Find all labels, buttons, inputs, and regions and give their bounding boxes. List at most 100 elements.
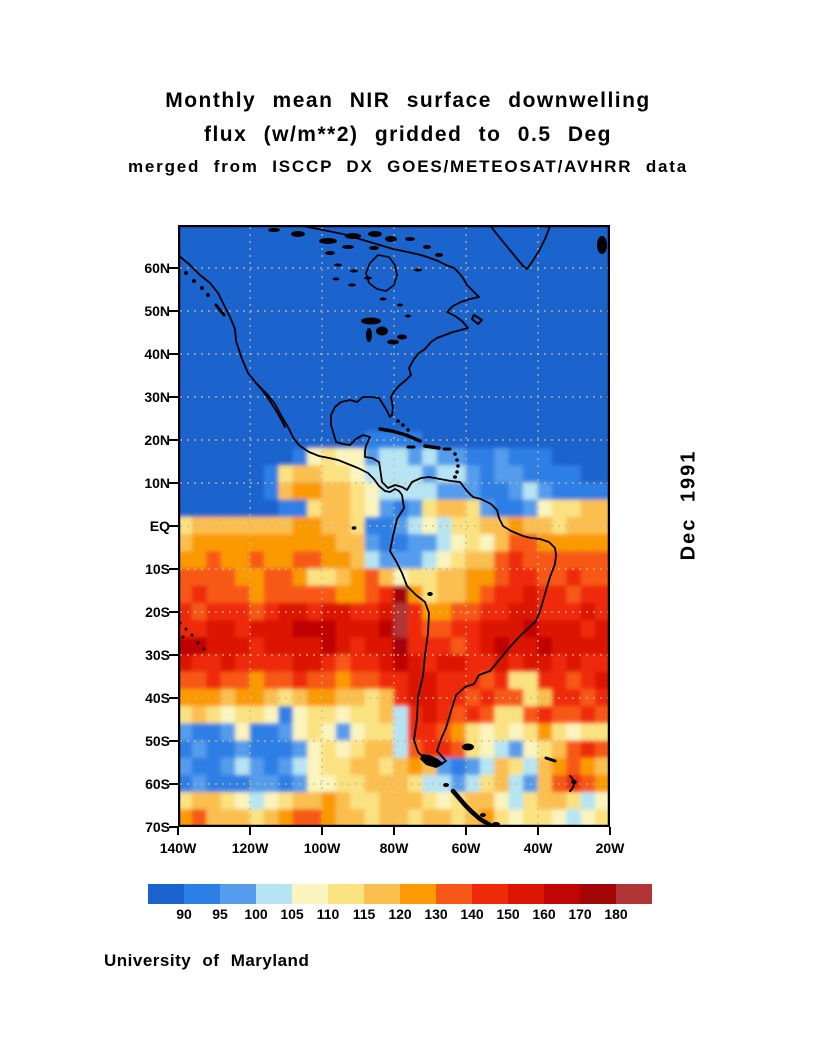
flux-cell [335,654,352,673]
flux-cell [235,516,251,536]
flux-cell [422,688,438,708]
flux-cell [508,276,525,295]
flux-cell [523,362,539,381]
flux-cell [379,774,395,794]
flux-cell [436,430,453,450]
flux-cell [292,809,309,827]
flux-cell [292,362,309,381]
flux-cell [235,723,251,742]
island-or-lake [405,314,411,318]
flux-cell [350,551,366,570]
flux-cell [364,430,381,450]
flux-cell [379,344,395,364]
flux-cell [537,396,553,415]
flux-cell [249,585,265,604]
flux-cell [422,706,438,725]
flux-cell [580,499,597,518]
flux-cell [436,344,453,364]
flux-cell [292,534,309,553]
flux-cell [307,413,323,432]
flux-cell [307,723,323,742]
flux-cell [566,465,582,484]
flux-cell [249,706,265,725]
flux-cell [292,241,309,260]
period-label: Dec 1991 [677,449,700,561]
flux-cell [379,516,395,536]
flux-cell [235,740,251,759]
flux-cell [393,379,409,398]
flux-cell [422,654,438,673]
flux-cell [537,465,553,484]
flux-cell [350,757,366,776]
flux-cell [465,774,481,794]
lat-tick [169,611,178,613]
flux-cell [191,654,208,673]
flux-cell [364,516,381,536]
flux-cell [465,448,481,467]
flux-cell [249,809,265,827]
flux-cell [465,430,481,450]
flux-cell [364,396,381,415]
lon-tick-label: 40W [523,840,553,856]
flux-cell [220,448,237,467]
flux-cell [537,551,553,570]
flux-cell [178,723,193,742]
flux-cell [206,534,222,553]
flux-cell [393,706,409,725]
flux-cell [479,225,496,243]
flux-cell [537,654,553,673]
flux-cell [595,602,610,622]
flux-cell [350,671,366,690]
flux-cell [422,293,438,312]
flux-cell [436,499,453,518]
flux-cell [321,516,337,536]
flux-cell [580,241,597,260]
flux-cell [307,276,323,295]
flux-cell [278,757,294,776]
flux-cell [191,568,208,587]
lat-tick-label: 60S [145,776,170,792]
flux-cell [335,344,352,364]
flux-cell [465,225,481,243]
flux-cell [407,688,424,708]
flux-cell [364,774,381,794]
flux-cell [249,723,265,742]
flux-cell [494,379,510,398]
flux-cell [566,293,582,312]
flux-cell [278,310,294,329]
flux-cell [393,516,409,536]
flux-cell [595,448,610,467]
flux-cell [263,241,280,260]
flux-cell [566,258,582,278]
flux-cell [407,792,424,811]
flux-cell [178,344,193,364]
flux-cell [220,344,237,364]
flux-cell [206,706,222,725]
flux-cell [580,757,597,776]
flux-cell [235,809,251,827]
flux-cell [580,413,597,432]
flux-cell [479,706,496,725]
flux-cell [263,379,280,398]
flux-cell [206,792,222,811]
colorbar-label: 110 [316,906,340,922]
flux-cell [206,620,222,639]
flux-cell [220,637,237,656]
flux-cell [178,327,193,346]
flux-cell [537,482,553,501]
flux-cell [465,379,481,398]
flux-cell [465,723,481,742]
island-or-lake [319,238,337,244]
title-line-1: Monthly mean NIR surface downwelling [165,89,651,112]
flux-cell [422,516,438,536]
flux-cell [580,551,597,570]
colorbar-segment [472,884,508,904]
flux-cell [321,379,337,398]
flux-cell [595,620,610,639]
colorbar-segment [580,884,616,904]
flux-cell [407,654,424,673]
flux-cell [436,379,453,398]
flux-cell [551,809,568,827]
lat-tick-label: 30N [144,389,170,405]
flux-cell [595,792,610,811]
